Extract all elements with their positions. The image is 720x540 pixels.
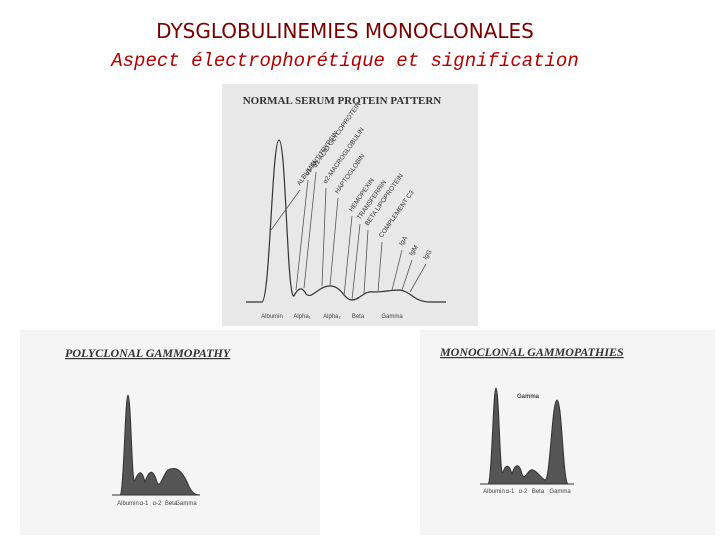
arrow [270, 189, 301, 231]
arrow [377, 241, 383, 293]
fraction-label: Gamma [381, 314, 403, 320]
protein-arrows [270, 171, 427, 301]
arrow [409, 263, 427, 293]
fraction-label: Alpha₁ [293, 314, 310, 320]
arrow [321, 187, 327, 287]
figure-background [222, 84, 478, 326]
fraction-label: Albumin [483, 489, 505, 495]
polyclonal-curve [112, 394, 201, 496]
monoclonal-curve [480, 387, 574, 485]
fraction-label: Beta [165, 501, 178, 507]
title: DYSGLOBULINEMIES MONOCLONALES [156, 19, 534, 43]
figure-title: MONOCLONAL GAMMOPATHIES [439, 345, 624, 359]
subtitle: Aspect électrophorétique et significatio… [110, 50, 578, 72]
protein-label: IgA [398, 235, 410, 248]
fraction-label: Gamma [175, 501, 197, 507]
fraction-label: Albumin [117, 501, 139, 507]
peak-label: Gamma [517, 394, 540, 400]
figure-background [420, 330, 715, 535]
monoclonal-figure: MONOCLONAL GAMMOPATHIES Gamma Albumin α-… [420, 330, 715, 535]
fraction-label: α-1 [506, 489, 515, 495]
arrow [295, 179, 309, 291]
arrow [401, 259, 413, 291]
normal-figure: NORMAL SERUM PROTEIN PATTERN ALBUMIN α1-… [222, 84, 478, 326]
protein-label: IgG [422, 249, 434, 262]
fraction-label: Beta [532, 489, 545, 495]
polyclonal-figure: POLYCLONAL GAMMOPATHY Albumin α-1 α-2 Be… [20, 330, 320, 535]
arrow [329, 197, 339, 287]
fraction-label: Gamma [549, 489, 571, 495]
fraction-label: Albumin [261, 314, 283, 320]
arrow [303, 171, 317, 289]
arrow [343, 215, 353, 297]
arrow [363, 229, 369, 295]
fraction-label: Alpha₂ [323, 314, 341, 320]
figure-title: POLYCLONAL GAMMOPATHY [65, 346, 232, 360]
fraction-label: α-1 [140, 501, 149, 507]
figure-background [20, 330, 320, 535]
fraction-label: α-2 [519, 489, 528, 495]
figure-title: NORMAL SERUM PROTEIN PATTERN [243, 95, 442, 107]
arrow [351, 223, 361, 301]
protein-label: IgM [408, 244, 420, 257]
arrow [391, 249, 403, 291]
normal-curve [246, 139, 446, 303]
fraction-label: α-2 [153, 501, 162, 507]
fraction-label: Beta [352, 314, 365, 320]
